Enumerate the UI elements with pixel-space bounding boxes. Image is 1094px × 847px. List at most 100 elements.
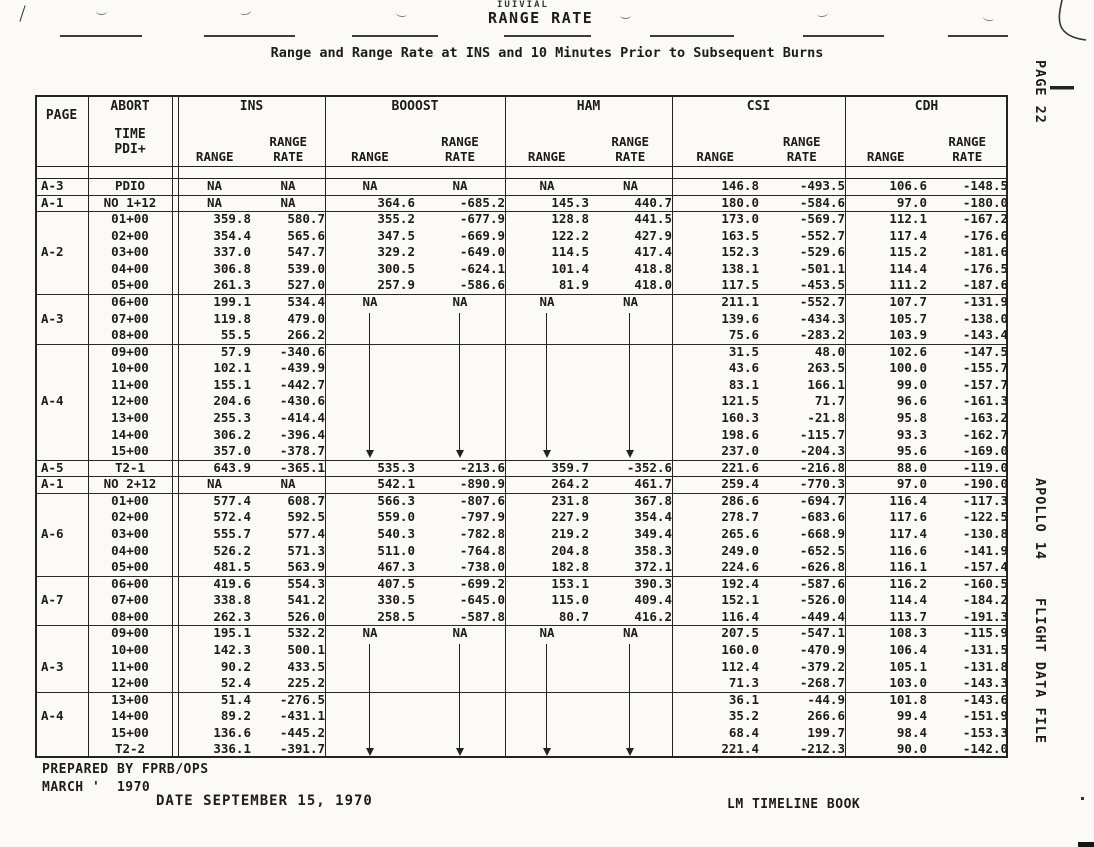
top-fragment-label: RANGE RATE [488,9,594,27]
value-cell: -669.9 [459,227,505,243]
value-cell: 559.0 [377,509,415,525]
value-cell: 43.6 [728,360,759,376]
table-row: 06+00 419.6 554.3 407.5 -699.2 153.1 390.3 192.… [35,576,1008,593]
value-cell: -176.5 [962,260,1008,276]
value-cell: -44.9 [807,691,845,707]
value-cell: 55.5 [220,327,251,343]
value-cell: 112.4 [721,658,759,674]
value-cell: 145.3 [551,194,589,210]
value-cell: 467.3 [377,559,415,575]
value-cell: -191.3 [962,608,1008,624]
scan-artifact [816,9,829,18]
value-cell: -143.3 [962,675,1008,691]
value-cell: 265.6 [721,525,759,541]
value-cell: 117.5 [721,277,759,293]
value-cell: 539.0 [287,260,325,276]
continuation-arrow [369,643,371,749]
table-row: A-4 14+00 89.2 -431.1 35.2 266.6 99.4 -151.9 [35,708,1008,725]
value-cell: -586.6 [459,277,505,293]
page-cell: A-5 [41,459,64,475]
column-rule [845,95,846,758]
table-row: 12+00 52.4 225.2 71.3 -268.7 103.0 -143.3 [35,675,1008,692]
value-cell: 182.8 [551,559,589,575]
value-cell: NA [362,178,378,193]
group-name: HAM [576,99,601,114]
value-cell: -431.1 [279,708,325,724]
value-cell: -352.6 [626,459,672,475]
value-cell: 204.6 [213,393,251,409]
page-cell: A-4 [41,393,64,409]
value-cell: 207.5 [721,625,759,641]
abort-time-cell: 02+00 [111,227,149,243]
ruled-line [204,35,295,37]
value-cell: 433.5 [287,658,325,674]
value-cell: 540.3 [377,525,415,541]
value-cell: 115.0 [551,592,589,608]
value-cell: -649.0 [459,244,505,260]
table-row: 06+00 199.1 534.4 NA NA NA NA 211.1 -552.7 107.7 -… [35,294,1008,311]
value-cell: 355.2 [377,211,415,227]
subheader-range: RANGE [866,149,905,164]
value-cell: 259.4 [721,476,759,492]
value-cell: 204.8 [551,542,589,558]
arrowhead [625,747,634,756]
subheader-range-rate: RANGE RATE [948,134,987,164]
value-cell: -131.8 [962,658,1008,674]
row-separator [35,575,1008,577]
table-row: 11+00 155.1 -442.7 83.1 166.1 99.0 -157.7 [35,377,1008,394]
abort-time-cell: 15+00 [111,724,149,740]
margin-file: FLIGHT DATA FILE [1032,598,1048,745]
value-cell: 199.1 [213,293,251,309]
value-cell: -807.6 [459,492,505,508]
value-cell: -122.5 [962,509,1008,525]
page-cell: A-2 [41,244,64,260]
value-cell: -683.6 [799,509,845,525]
abort-time-cell: NO 2+12 [103,476,157,492]
group-header-csi: CSI RANGE RANGE RATE [672,95,845,178]
value-cell: 224.6 [721,559,759,575]
abort-time-cell: 06+00 [111,575,149,591]
abort-time-cell: 05+00 [111,559,149,575]
value-cell: 357.0 [213,443,251,459]
abort-time-cell: NO 1+12 [103,194,157,210]
value-cell: 278.7 [721,509,759,525]
value-cell: -470.9 [799,641,845,657]
group-name: BOOOST [391,99,439,114]
value-cell: 409.4 [634,592,672,608]
abort-time-cell: 14+00 [111,708,149,724]
value-cell: -162.7 [962,426,1008,442]
value-cell: -445.2 [279,724,325,740]
value-cell: 199.7 [807,724,845,740]
abort-time-cell: 02+00 [111,509,149,525]
value-cell: 160.0 [721,641,759,657]
value-cell: 95.8 [896,409,927,425]
value-cell: 577.4 [213,492,251,508]
value-cell: 266.2 [287,327,325,343]
value-cell: -699.2 [459,575,505,591]
value-cell: -180.0 [962,194,1008,210]
value-cell: 359.7 [551,459,589,475]
page-cell: A-3 [41,310,64,326]
table-row: A-3 PDIO NA NA NA NA NA NA 146.8 -493.5 106.6 -148.… [35,178,1008,195]
value-cell: -216.8 [799,459,845,475]
value-cell: 261.3 [213,277,251,293]
column-rule [88,95,89,758]
value-cell: 264.2 [551,476,589,492]
value-cell: 300.5 [377,260,415,276]
table-row: 05+00 481.5 563.9 467.3 -738.0 182.8 372.1 224.… [35,559,1008,576]
value-cell: -685.2 [459,194,505,210]
value-cell: 160.3 [721,409,759,425]
value-cell: -552.7 [799,293,845,309]
value-cell: -117.3 [962,492,1008,508]
value-cell: 90.0 [896,741,927,757]
value-cell: -584.6 [799,194,845,210]
abort-time-cell: 07+00 [111,592,149,608]
value-cell: -453.5 [799,277,845,293]
value-cell: 90.2 [220,658,251,674]
value-cell: -138.0 [962,310,1008,326]
value-cell: -434.3 [799,310,845,326]
page-title: Range and Range Rate at INS and 10 Minut… [270,45,824,61]
table-row: A-1 NO 1+12 NA NA 364.6 -685.2 145.3 440.7 180.0… [35,195,1008,212]
value-cell: 225.2 [287,675,325,691]
value-cell: -160.5 [962,575,1008,591]
